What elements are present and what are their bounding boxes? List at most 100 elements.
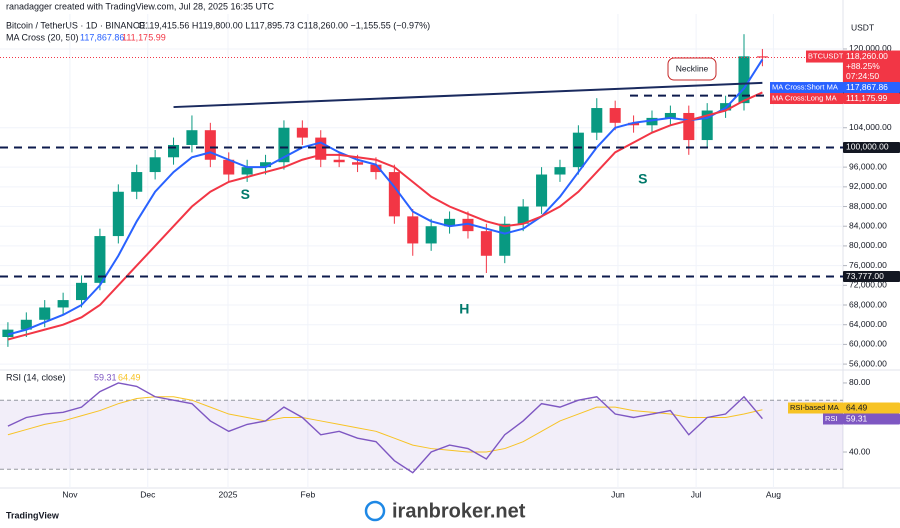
- candle-body: [628, 122, 640, 126]
- last-price-box: [843, 50, 900, 85]
- candle-body: [425, 226, 437, 244]
- ma-line: [7, 91, 763, 341]
- candle-body: [388, 172, 400, 217]
- ma-legend-box: [770, 82, 843, 94]
- rsi-legend: RSI-based MA: [790, 403, 839, 412]
- candle-body: [572, 132, 584, 168]
- candle-body: [168, 144, 180, 158]
- candle-body: [352, 162, 364, 165]
- candle-body: [76, 282, 88, 301]
- watermark: iranbroker.net: [392, 500, 526, 522]
- candle-body: [664, 112, 676, 118]
- x-tick-label: Jul: [691, 489, 702, 499]
- neckline: [173, 81, 763, 109]
- y-tick-label: 120,000.00: [849, 43, 892, 53]
- candle-body: [591, 108, 603, 133]
- x-tick-label: Dec: [140, 489, 156, 499]
- candle-body: [223, 159, 235, 175]
- ma-value-box: [843, 82, 900, 94]
- y-tick-label: 104,000.00: [849, 122, 892, 132]
- candle-body: [407, 216, 419, 244]
- rsi-band: [0, 400, 843, 470]
- ma-value-box: [843, 93, 900, 105]
- symbol: Bitcoin / TetherUS · 1D · BINANCE: [6, 20, 145, 30]
- indicator-value: 111,175.99: [122, 32, 166, 42]
- level-label-box: [843, 141, 900, 153]
- candle-body: [333, 159, 345, 163]
- candle-body: [701, 110, 713, 141]
- y-tick-label: 80.00: [849, 377, 871, 387]
- candle-body: [20, 319, 32, 330]
- candle-body: [444, 218, 456, 227]
- pattern-label: S: [638, 171, 647, 187]
- candle-body: [480, 231, 492, 256]
- candle-body: [738, 56, 750, 104]
- candle-body: [39, 307, 51, 320]
- candle-body: [57, 300, 69, 308]
- candle-body: [131, 172, 143, 192]
- candle-body: [536, 174, 548, 207]
- y-tick-label: 92,000.00: [849, 181, 887, 191]
- credit: ranadagger created with TradingView.com,…: [6, 1, 274, 11]
- last-price-change: +88.25%: [846, 61, 880, 71]
- candle-body: [186, 130, 198, 145]
- rsi-value: 64.49: [846, 402, 868, 412]
- x-tick-label: Feb: [301, 489, 316, 499]
- y-tick-label: 56,000.00: [849, 358, 887, 368]
- indicator-value: 117,867.86: [80, 32, 124, 42]
- ma-legend-box: [770, 93, 843, 105]
- rsi-header-value: 59.31: [94, 372, 117, 382]
- pattern-label: S: [241, 186, 250, 202]
- candle-body: [204, 130, 216, 160]
- currency: USDT: [851, 22, 874, 32]
- rsi-legend-box: [788, 402, 843, 414]
- rsi-value-box: [843, 402, 900, 414]
- level-label-box: [843, 271, 900, 283]
- ma-legend: MA Cross:Short MA: [772, 83, 838, 92]
- candle-body: [2, 329, 14, 338]
- y-tick-label: 64,000.00: [849, 319, 887, 329]
- level-label: 73,777.00: [846, 271, 884, 281]
- ohlc: O119,415.56 H119,800.00 L117,895.73 C118…: [138, 20, 430, 30]
- last-price-value_label: 118,260.00: [846, 51, 888, 61]
- candle-body: [315, 137, 327, 160]
- candle-body: [94, 236, 106, 283]
- y-tick-label: 40.00: [849, 446, 871, 456]
- candle-body: [517, 206, 529, 224]
- candle-body: [260, 162, 272, 168]
- rsi-line: [7, 396, 763, 453]
- rsi-value-box: [843, 413, 900, 425]
- ma-line: [7, 58, 764, 336]
- rsi-value: 59.31: [846, 413, 868, 423]
- x-tick-label: 2025: [219, 489, 238, 499]
- candle-body: [278, 127, 290, 163]
- y-tick-label: 80,000.00: [849, 240, 887, 250]
- neckline-callout: [667, 57, 717, 81]
- level-label: 100,000.00: [846, 142, 889, 152]
- candle-body: [683, 112, 695, 141]
- y-tick-label: 84,000.00: [849, 220, 887, 230]
- brand: TradingView: [6, 510, 60, 520]
- watermark-logo: [364, 500, 386, 522]
- y-tick-label: 72,000.00: [849, 280, 887, 290]
- candle-body: [554, 167, 566, 175]
- candle-body: [756, 56, 768, 58]
- y-tick-label: 76,000.00: [849, 260, 887, 270]
- x-tick-label: Aug: [766, 489, 781, 499]
- last-price-box: [806, 50, 843, 63]
- candle-body: [296, 127, 308, 138]
- indicator: MA Cross (20, 50): [6, 32, 79, 42]
- y-tick-label: 68,000.00: [849, 299, 887, 309]
- ma-legend: MA Cross:Long MA: [772, 94, 837, 103]
- candle-body: [370, 164, 382, 173]
- y-tick-label: 60,000.00: [849, 339, 887, 349]
- rsi-line: [7, 382, 763, 474]
- rsi-legend: RSI: [825, 414, 838, 423]
- pattern-label: H: [459, 301, 469, 317]
- ma-value: 117,867.86: [846, 82, 888, 92]
- candle-body: [609, 108, 621, 123]
- rsi-title: RSI (14, close): [6, 372, 66, 382]
